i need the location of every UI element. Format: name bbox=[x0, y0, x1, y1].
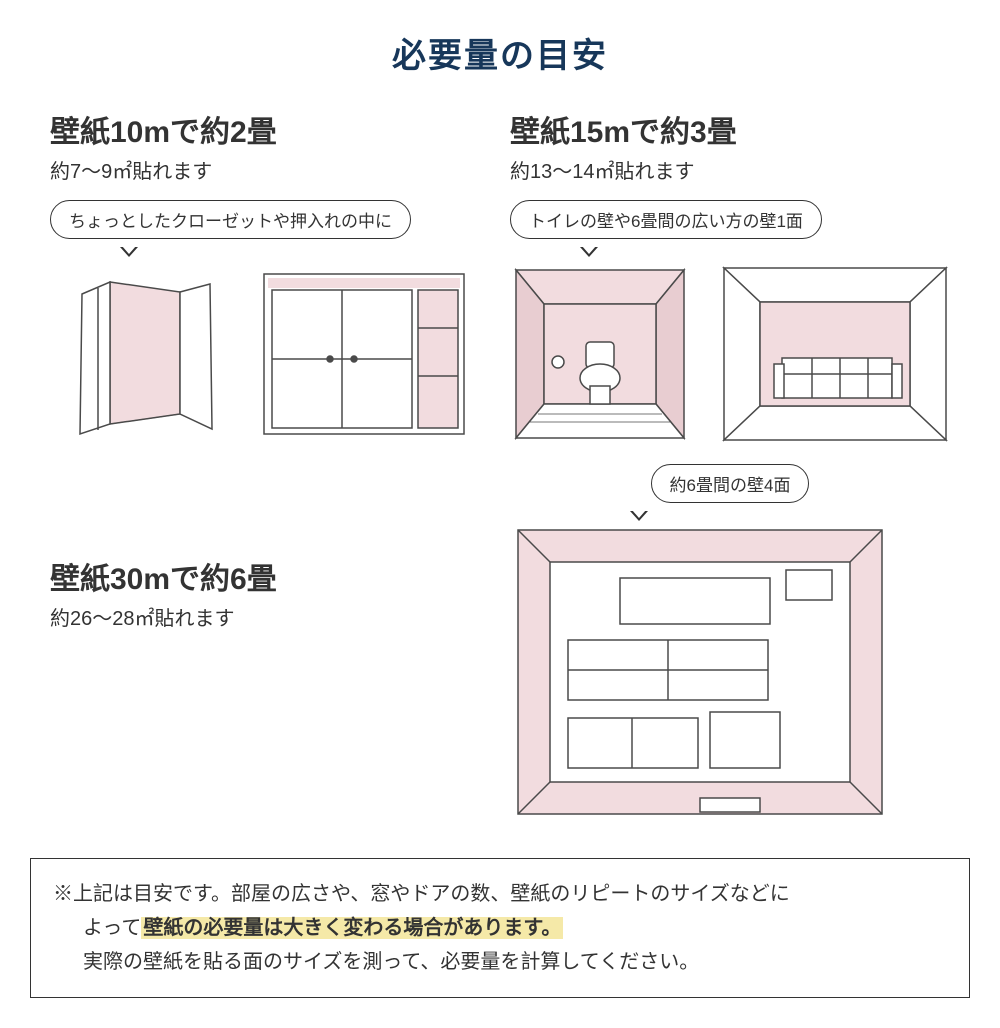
footer-note: ※上記は目安です。部屋の広さや、窓やドアの数、壁紙のリピートのサイズなどに よっ… bbox=[30, 858, 970, 998]
footer-highlight: 壁紙の必要量は大きく変わる場合があります。 bbox=[141, 917, 563, 939]
bubble-tail-icon bbox=[580, 247, 598, 257]
section-15m-heading: 壁紙15mで約3畳 bbox=[510, 107, 950, 151]
living-wall-illustration bbox=[720, 264, 950, 444]
oshiire-illustration bbox=[260, 264, 470, 444]
page-title: 必要量の目安 bbox=[0, 28, 1000, 77]
section-15m-bubble: トイレの壁や6畳間の広い方の壁1面 bbox=[510, 200, 822, 239]
section-15m: 壁紙15mで約3畳 約13～14㎡貼れます トイレの壁や6畳間の広い方の壁1面 bbox=[510, 107, 950, 444]
section-10m: 壁紙10mで約2畳 約7～9㎡貼れます ちょっとしたクローゼットや押入れの中に bbox=[50, 107, 470, 444]
bubble-tail-icon bbox=[630, 511, 648, 521]
toilet-room-illustration bbox=[510, 264, 690, 444]
section-10m-heading: 壁紙10mで約2畳 bbox=[50, 107, 470, 151]
section-10m-bubble: ちょっとしたクローゼットや押入れの中に bbox=[50, 200, 411, 239]
section-15m-sub: 約13～14㎡貼れます bbox=[510, 155, 950, 184]
footer-line1: ※上記は目安です。部屋の広さや、窓やドアの数、壁紙のリピートのサイズなどに bbox=[53, 883, 790, 905]
section-30m-bubble: 約6畳間の壁4面 bbox=[651, 464, 810, 503]
footer-line3: 実際の壁紙を貼る面のサイズを測って、必要量を計算してください。 bbox=[83, 951, 699, 973]
footer-line2a: よって bbox=[83, 917, 141, 939]
six-tatami-room-illustration bbox=[510, 522, 890, 822]
section-30m: 壁紙30mで約6畳 約26～28㎡貼れます bbox=[50, 464, 470, 822]
section-10m-sub: 約7～9㎡貼れます bbox=[50, 155, 470, 184]
section-30m-illus-block: 約6畳間の壁4面 bbox=[510, 464, 950, 822]
bubble-tail-icon bbox=[120, 247, 138, 257]
section-30m-sub: 約26～28㎡貼れます bbox=[50, 602, 470, 631]
closet-illustration bbox=[50, 264, 230, 444]
section-30m-heading: 壁紙30mで約6畳 bbox=[50, 554, 470, 598]
